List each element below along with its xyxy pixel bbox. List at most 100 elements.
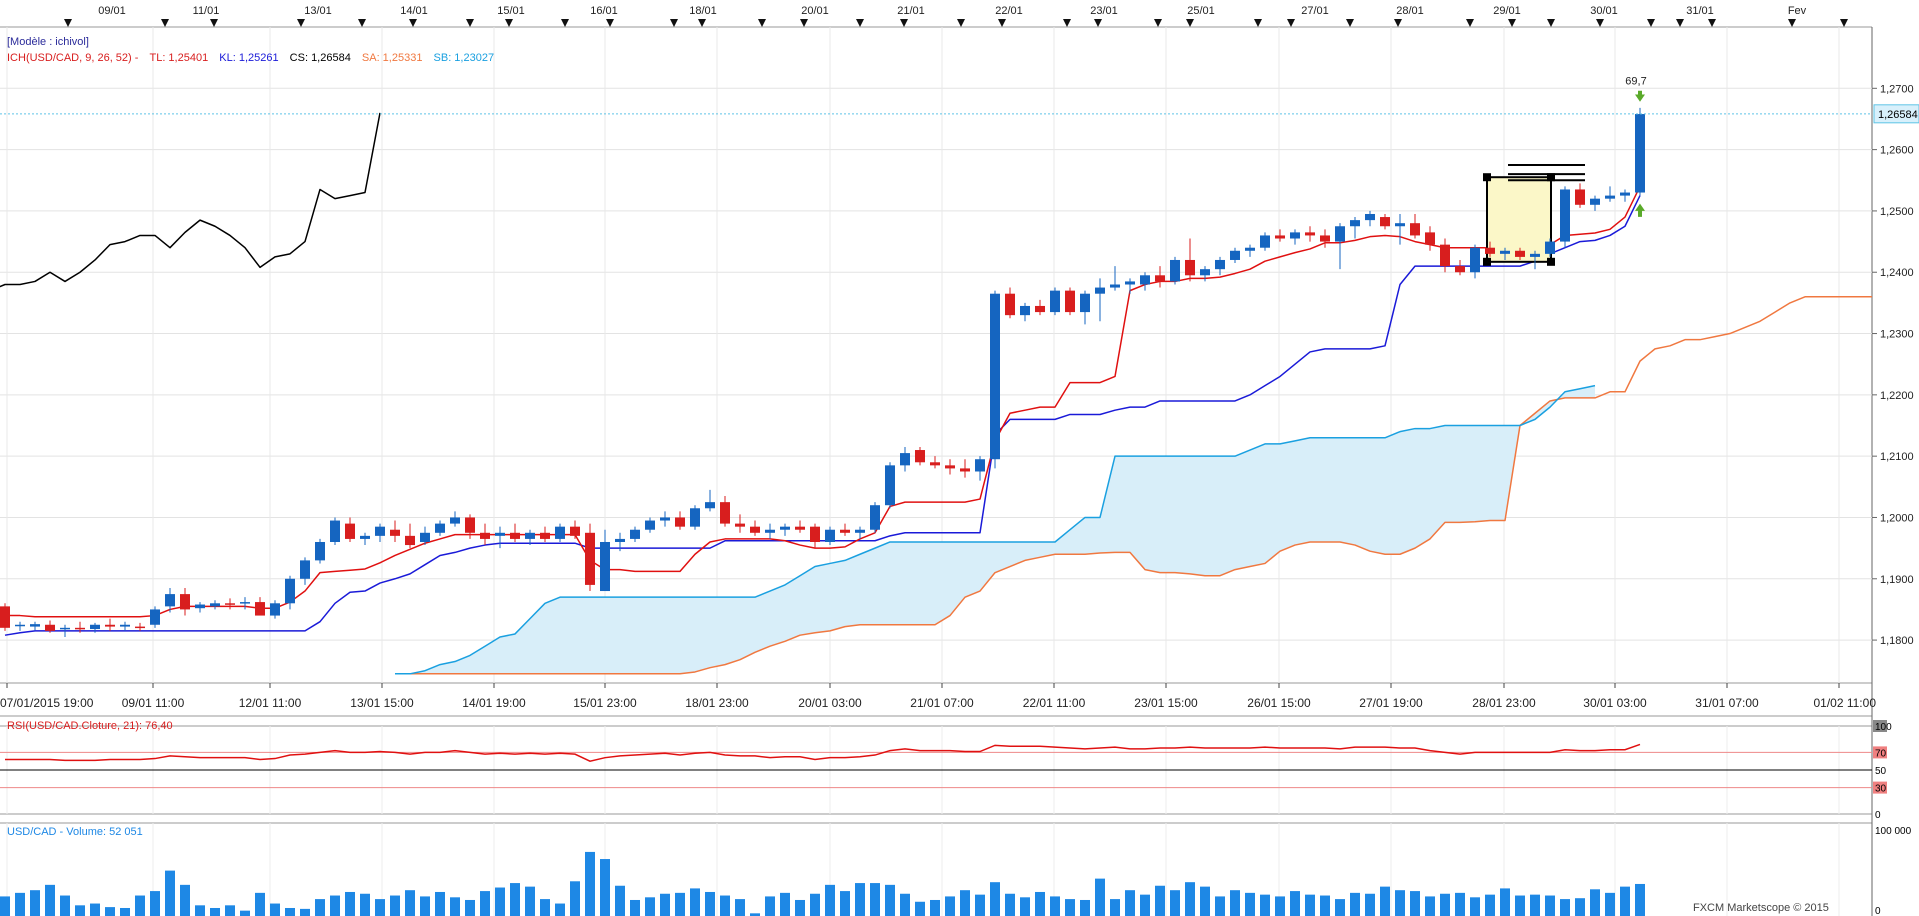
date-marker-icon — [1840, 19, 1848, 27]
candle-body — [885, 465, 895, 506]
time-axis-label: 18/01 23:00 — [685, 696, 749, 710]
candle-body — [240, 602, 250, 604]
candle-body — [600, 541, 610, 592]
candle-body — [1245, 247, 1255, 251]
date-marker-icon — [606, 19, 614, 27]
volume-bar — [765, 896, 775, 916]
date-marker-icon — [670, 19, 678, 27]
date-marker-icon — [505, 19, 513, 27]
span-b-line — [395, 384, 1596, 675]
top-date-label: 31/01 — [1686, 5, 1714, 17]
top-date-label: 22/01 — [995, 5, 1023, 17]
rsi-level-label: 0 — [1875, 810, 1881, 821]
time-axis-label: 27/01 19:00 — [1359, 696, 1423, 710]
date-marker-icon — [856, 19, 864, 27]
volume-bar — [825, 884, 835, 916]
candle-body — [1125, 281, 1135, 285]
top-date-label: 15/01 — [497, 5, 525, 17]
volume-bar — [1500, 888, 1510, 916]
box-handle[interactable] — [1483, 257, 1491, 266]
volume-bar — [1530, 894, 1540, 916]
volume-bar — [75, 905, 85, 916]
candle-body — [1275, 235, 1285, 239]
current-price-badge — [1873, 104, 1919, 124]
volume-bar — [1230, 890, 1240, 916]
candle-body — [45, 624, 55, 631]
selection-box[interactable] — [1486, 176, 1552, 263]
date-marker-icon — [1508, 19, 1516, 27]
candle-body — [375, 526, 385, 536]
time-axis-label: 20/01 03:00 — [798, 696, 862, 710]
volume-bar — [495, 887, 505, 916]
date-marker-icon — [998, 19, 1006, 27]
candle-body — [450, 517, 460, 524]
volume-bar — [1245, 892, 1255, 916]
top-date-label: 11/01 — [193, 5, 220, 17]
volume-bar — [390, 895, 400, 916]
top-date-label: 28/01 — [1396, 5, 1424, 17]
candle-body — [1305, 232, 1315, 236]
volume-bar — [1005, 893, 1015, 916]
volume-bar — [315, 899, 325, 916]
top-date-label: 14/01 — [400, 5, 428, 17]
candle-body — [1515, 250, 1525, 257]
date-marker-icon — [758, 19, 766, 27]
candle-body — [1290, 232, 1300, 239]
volume-bar — [1215, 896, 1225, 916]
volume-bar — [1635, 883, 1645, 916]
volume-bar — [690, 888, 700, 916]
box-handle[interactable] — [1483, 173, 1491, 182]
box-handle[interactable] — [1547, 173, 1555, 182]
legend-tl: TL: 1,25401 — [149, 52, 209, 64]
candle-body — [1500, 250, 1510, 254]
candle-body — [915, 450, 925, 463]
volume-bar — [630, 899, 640, 916]
date-marker-icon — [1466, 19, 1474, 27]
candle-body — [1530, 253, 1540, 257]
price-tick-label: 1,2500 — [1880, 206, 1914, 218]
volume-bar — [1590, 889, 1600, 916]
volume-bar — [330, 895, 340, 916]
candle-body — [1110, 284, 1120, 288]
down-arrow-icon — [1635, 90, 1645, 102]
candle-body — [390, 529, 400, 536]
date-marker-icon — [698, 19, 706, 27]
candle-body — [570, 526, 580, 536]
date-marker-icon — [466, 19, 474, 27]
price-tick-label: 1,2100 — [1880, 451, 1914, 463]
volume-bar — [195, 905, 205, 916]
volume-bar — [915, 901, 925, 916]
legend-kl: KL: 1,25261 — [219, 52, 279, 64]
volume-bar — [960, 890, 970, 916]
date-marker-icon — [1186, 19, 1194, 27]
candle-body — [975, 459, 985, 472]
date-marker-icon — [297, 19, 305, 27]
candle-body — [150, 609, 160, 625]
top-date-label: 27/01 — [1301, 5, 1329, 17]
volume-bar — [90, 903, 100, 916]
candle-body — [30, 624, 40, 627]
volume-bar — [735, 899, 745, 916]
candle-body — [1425, 232, 1435, 245]
date-marker-icon — [900, 19, 908, 27]
model-label: [Modèle : ichivol] — [7, 36, 89, 48]
kijun-line — [4, 195, 1641, 636]
candle-body — [555, 526, 565, 539]
volume-bar — [1575, 898, 1585, 916]
time-axis-label: 21/01 07:00 — [910, 696, 974, 710]
candle-body — [1230, 250, 1240, 260]
volume-bar — [1455, 892, 1465, 916]
date-marker-icon — [1063, 19, 1071, 27]
candle-body — [660, 517, 670, 521]
candle-body — [1410, 223, 1420, 236]
volume-bar — [885, 884, 895, 916]
volume-label: USD/CAD - Volume: 52 051 — [7, 826, 143, 838]
volume-bar — [1080, 899, 1090, 916]
candle-body — [360, 535, 370, 539]
top-date-label: 29/01 — [1493, 5, 1521, 17]
date-marker-icon — [1708, 19, 1716, 27]
box-handle[interactable] — [1547, 257, 1555, 266]
candle-body — [90, 624, 100, 630]
candle-body — [495, 532, 505, 536]
candle-body — [840, 529, 850, 533]
